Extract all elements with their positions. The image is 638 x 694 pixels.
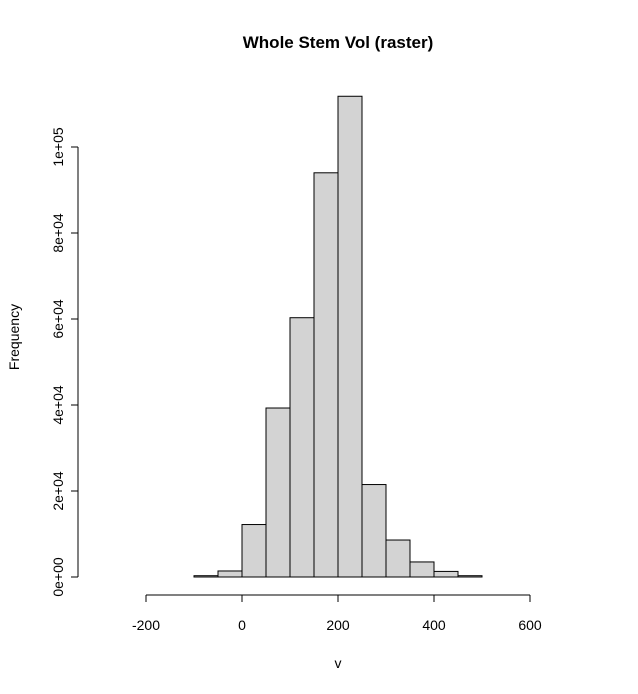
- x-tick-label: 600: [518, 617, 542, 633]
- histogram-bar: [457, 575, 483, 578]
- histogram-bar: [193, 575, 219, 578]
- y-axis: 0e+00 2e+04 4e+04 6e+04 8e+04 1e+05: [50, 127, 79, 597]
- histogram-bar: [433, 570, 459, 578]
- x-axis-label: v: [335, 655, 342, 671]
- y-tick-label: 0e+00: [50, 557, 66, 597]
- chart-title: Whole Stem Vol (raster): [243, 33, 434, 52]
- histogram-bar: [313, 172, 339, 578]
- x-tick-label: 200: [326, 617, 350, 633]
- histogram-bar: [337, 95, 363, 578]
- y-tick-label: 2e+04: [50, 471, 66, 511]
- histogram-bar: [265, 407, 291, 578]
- x-axis: -200 0 200 400 600: [132, 594, 542, 633]
- y-tick-label: 4e+04: [50, 385, 66, 425]
- y-tick-label: 1e+05: [50, 127, 66, 167]
- histogram-bar: [409, 561, 435, 578]
- x-tick-label: -200: [132, 617, 160, 633]
- y-tick-label: 8e+04: [50, 213, 66, 253]
- histogram-bar: [385, 539, 411, 578]
- histogram-bar: [361, 484, 387, 578]
- histogram-bar: [217, 570, 243, 578]
- histogram-bar: [241, 524, 267, 578]
- y-tick-label: 6e+04: [50, 299, 66, 339]
- x-tick-label: 0: [238, 617, 246, 633]
- x-tick-label: 400: [422, 617, 446, 633]
- bars-group: [193, 95, 483, 578]
- histogram-bar: [289, 317, 315, 578]
- y-axis-label: Frequency: [6, 304, 22, 370]
